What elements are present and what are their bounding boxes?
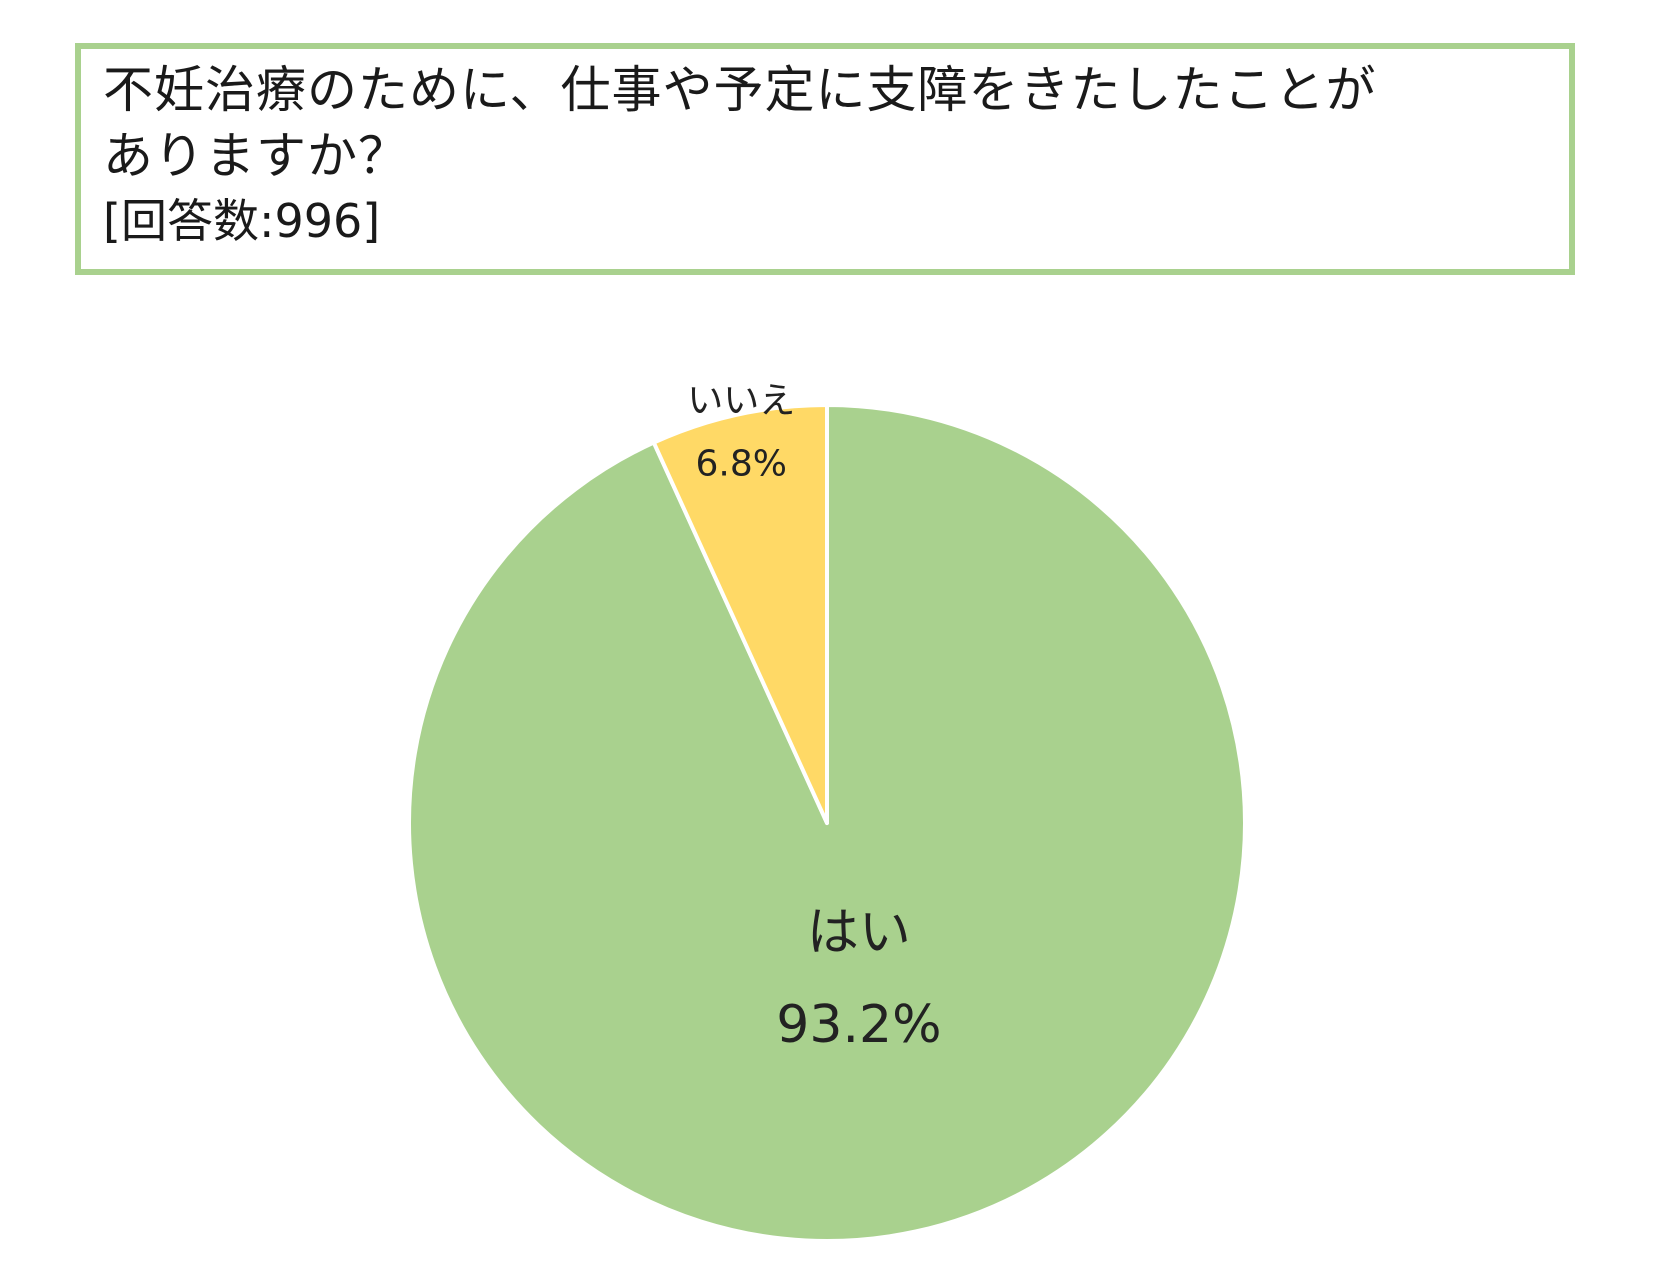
title-box: 不妊治療のために、仕事や予定に支障をきたしたことが ありますか？ [回答数:99… [75, 43, 1575, 275]
pie-slices [407, 403, 1247, 1243]
slice-label-yes-category: はい [807, 903, 911, 963]
slice-label-no-category: いいえ [687, 380, 795, 421]
response-count: [回答数:996] [103, 194, 381, 248]
pie-labels: はい 93.2% いいえ 6.8% [687, 380, 941, 1055]
pie-slice-no [651, 403, 829, 825]
chart-title-line-2: ありますか？ [103, 127, 409, 185]
slice-label-no-value: 6.8% [696, 443, 787, 484]
slice-label-yes-value: 93.2% [776, 995, 941, 1055]
chart-title-line-1: 不妊治療のために、仕事や予定に支障をきたしたことが [103, 61, 1377, 119]
